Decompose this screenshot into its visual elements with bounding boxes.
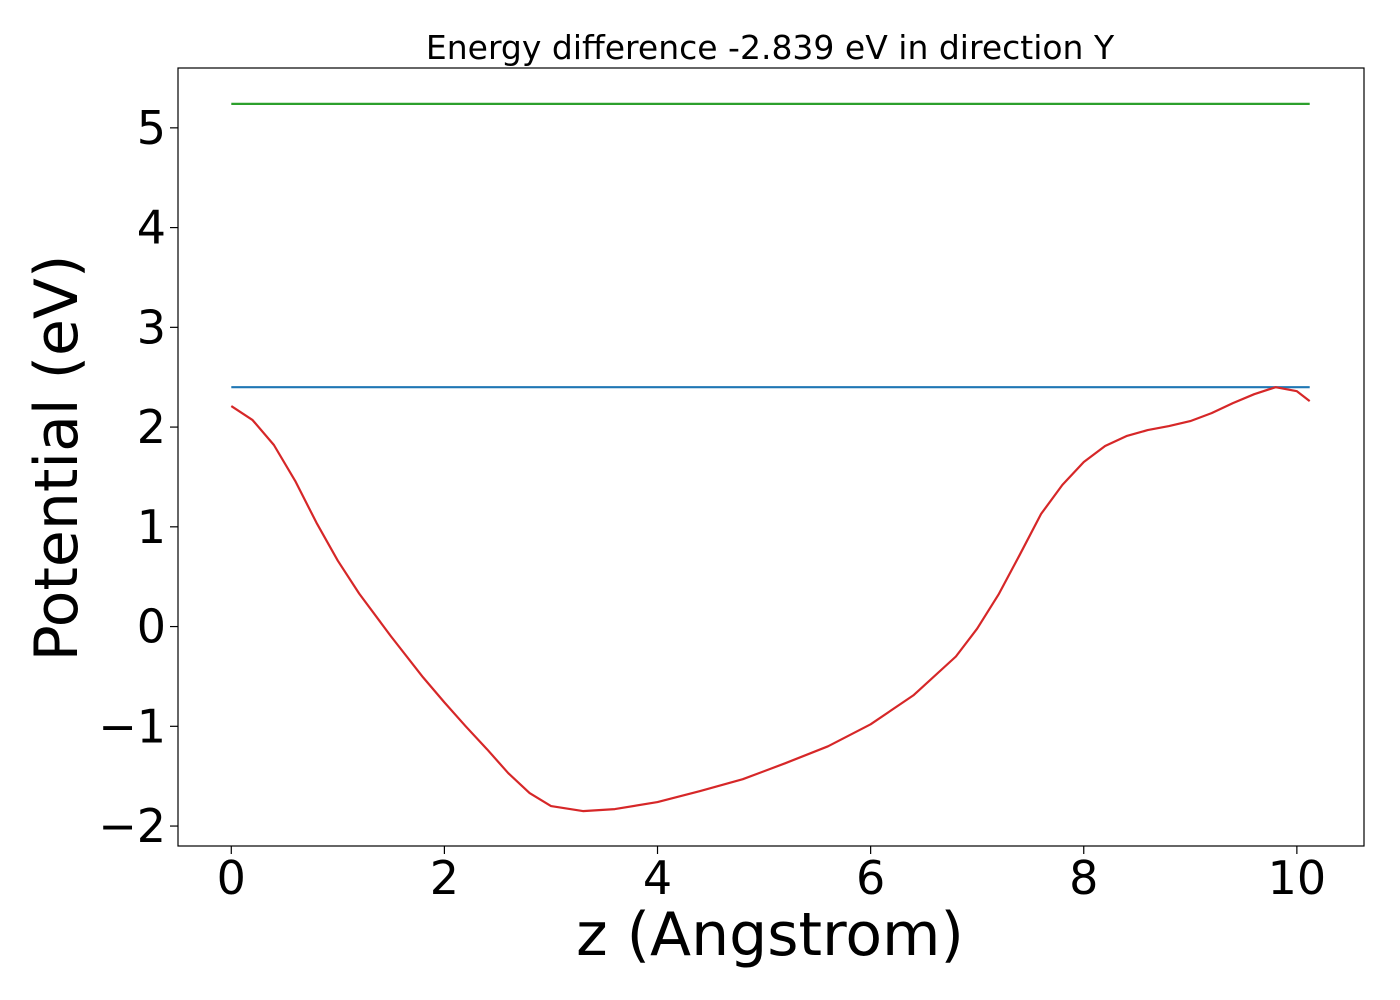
x-tick-label: 10	[1268, 851, 1327, 905]
y-tick-label: 0	[137, 600, 166, 654]
y-tick-label: 5	[137, 101, 166, 155]
x-axis-label: z (Angstrom)	[576, 900, 964, 970]
y-axis-label: Potential (eV)	[22, 255, 92, 662]
x-tick-label: 0	[217, 851, 246, 905]
series-line-3	[230, 386, 1311, 813]
y-tick-label: 1	[137, 500, 166, 554]
chart-title: Energy difference -2.839 eV in direction…	[426, 28, 1115, 67]
x-tick-label: 4	[643, 851, 672, 905]
x-tick-label: 6	[856, 851, 885, 905]
x-tick-label: 8	[1069, 851, 1098, 905]
y-tick-label: 3	[137, 300, 166, 354]
y-tick-label: −1	[98, 699, 166, 753]
y-tick-label: 4	[137, 201, 166, 255]
x-tick-label: 2	[430, 851, 459, 905]
plot-frame	[177, 67, 1365, 847]
y-tick-label: 2	[137, 400, 166, 454]
y-tick-label: −2	[98, 799, 166, 853]
